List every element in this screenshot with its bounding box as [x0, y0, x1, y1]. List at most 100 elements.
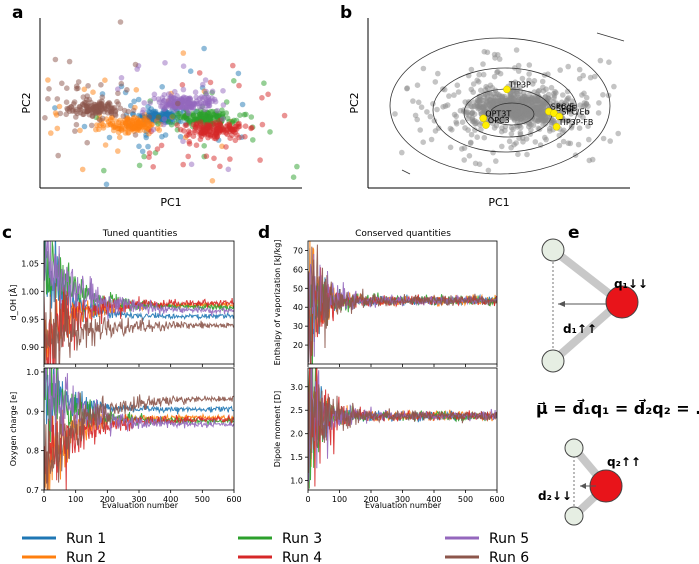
contour-1 — [389, 37, 611, 175]
scatter-point — [526, 62, 533, 68]
scatter-point — [418, 104, 425, 110]
scatter-point-run-6 — [57, 110, 64, 117]
scatter-point-run-5 — [209, 88, 216, 95]
scatter-point-run-3 — [136, 162, 143, 169]
y-tick-label: 30 — [293, 322, 303, 331]
scatter-point — [615, 130, 621, 137]
x-tick-label: 400 — [163, 495, 178, 504]
scatter-point-run-2 — [134, 116, 141, 122]
contour-fragment — [596, 32, 625, 42]
scatter-point-run-5 — [225, 166, 232, 173]
scatter-point-run-2 — [56, 103, 63, 110]
scatter-point — [535, 88, 541, 95]
scatter-point-run-4 — [257, 157, 263, 163]
scatter-point-run-4 — [207, 79, 214, 86]
panel-label-a: a — [12, 3, 23, 23]
scatter-point-run-5 — [160, 121, 167, 128]
scatter-point — [515, 62, 522, 69]
legend-label-run-5: Run 5 — [489, 531, 529, 547]
scatter-point-run-6 — [66, 58, 73, 65]
scatter-point-run-6 — [64, 85, 70, 91]
line-run-6 — [44, 283, 234, 364]
scatter-point — [596, 100, 602, 106]
scatter-point-run-4 — [185, 153, 191, 160]
scatter-point — [468, 131, 475, 138]
water-molecule-2: q₂↑↑ d₂↓↓ — [538, 438, 641, 526]
scatter-point — [526, 77, 532, 83]
legend-item-run-3: Run 3 — [238, 531, 322, 547]
scatter-point-run-6 — [63, 111, 69, 118]
line-run-4 — [308, 368, 497, 490]
oxygen-atom — [605, 285, 639, 319]
hydrogen-atom — [541, 238, 565, 262]
y-tick-label: 2.0 — [290, 430, 303, 439]
scatter-point-run-3 — [201, 143, 207, 149]
scatter-point — [551, 90, 557, 97]
scatter-point — [595, 110, 602, 116]
scatter-point-run-2 — [96, 122, 103, 129]
scatter-point-run-4 — [174, 122, 180, 128]
scatter-point — [468, 86, 475, 93]
scatter-point-run-2 — [45, 77, 51, 83]
scatter-point-run-6 — [45, 96, 51, 102]
scatter-point-run-5 — [161, 116, 168, 122]
y-tick-label: 1.0 — [290, 477, 303, 486]
scatter-point-run-4 — [196, 70, 203, 76]
scatter-point-run-3 — [101, 167, 107, 174]
panel-d-subplot-1: 20 30 40 50 60 70 Enthalpy of vaporization [kJ… — [273, 240, 498, 367]
panel-label-b: b — [340, 3, 352, 23]
scatter-point-run-6 — [80, 94, 87, 100]
scatter-point — [476, 71, 483, 78]
x-tick-label: 500 — [458, 495, 473, 504]
scatter-point — [548, 84, 555, 91]
scatter-point-run-4 — [158, 142, 165, 149]
scatter-point-run-5 — [196, 95, 203, 102]
contour-2 — [432, 67, 578, 153]
scatter-point-run-4 — [281, 112, 288, 119]
scatter-point-run-4 — [242, 133, 248, 140]
scatter-point-run-3 — [187, 118, 193, 124]
contour-fragment — [401, 169, 411, 175]
legend-label-run-1: Run 1 — [66, 531, 106, 547]
scatter-point — [515, 151, 521, 158]
scatter-point-run-6 — [108, 106, 115, 112]
panel-c-subplot-1: 0.90 0.95 1.00 1.05 d_OH [Å] — [7, 240, 235, 367]
scatter-point — [424, 109, 430, 115]
water-model-marker — [479, 114, 488, 123]
scatter-point-run-2 — [122, 120, 129, 127]
scatter-point-run-4 — [227, 156, 233, 162]
scatter-point — [564, 97, 570, 104]
scatter-point-run-1 — [239, 101, 246, 108]
scatter-point-run-4 — [179, 82, 186, 88]
d2-label: d₂↓↓ — [538, 489, 572, 503]
scatter-point — [575, 141, 582, 148]
scatter-point — [508, 131, 515, 137]
scatter-point — [507, 91, 513, 97]
scatter-point-run-6 — [93, 105, 99, 111]
panel-b-xlabel: PC1 — [488, 196, 509, 209]
dipole-equation: μ⃗ = d⃗₁q₁ = d⃗₂q₂ = ... — [536, 398, 699, 418]
scatter-point-run-1 — [135, 96, 142, 103]
scatter-point-run-5 — [180, 86, 187, 93]
scatter-point-run-4 — [242, 123, 249, 129]
scatter-point — [583, 100, 589, 107]
scatter-point-run-3 — [261, 80, 267, 86]
scatter-point-run-2 — [180, 50, 187, 56]
scatter-point — [470, 81, 477, 87]
legend-label-run-6: Run 6 — [489, 550, 529, 564]
scatter-point-run-5 — [203, 88, 209, 95]
scatter-point-run-6 — [52, 56, 59, 63]
legend-item-run-1: Run 1 — [22, 531, 106, 547]
scatter-point — [524, 107, 530, 113]
panel-c: Tuned quantities Evaluation number 0.900… — [7, 229, 242, 510]
y-axis-label: d_OH [Å] — [7, 285, 18, 321]
panel-d-xlabel: Evaluation number — [365, 501, 442, 510]
scatter-point — [455, 89, 462, 95]
scatter-point — [420, 65, 427, 72]
water-model-marker — [555, 112, 564, 121]
scatter-point — [565, 117, 571, 124]
scatter-point — [560, 107, 567, 114]
scatter-point-run-1 — [131, 98, 137, 105]
dipole-arrowhead-1 — [558, 301, 565, 307]
